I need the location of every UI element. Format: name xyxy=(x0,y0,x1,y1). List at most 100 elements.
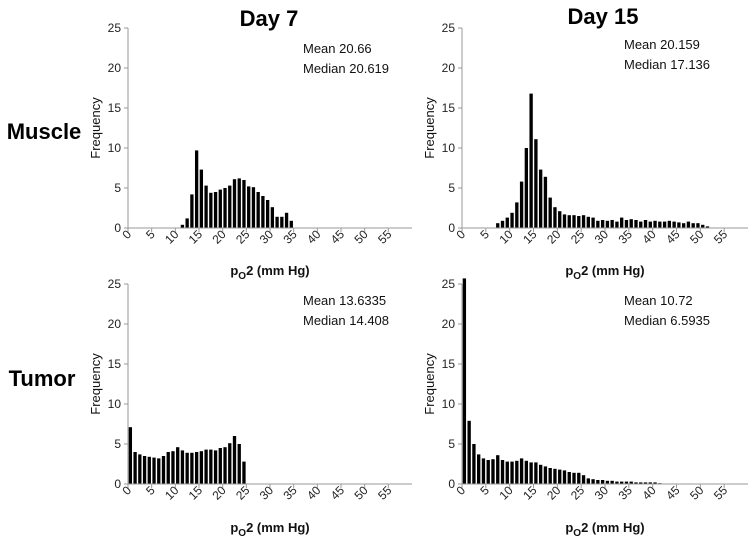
bar xyxy=(251,187,256,228)
y-tick-label: 5 xyxy=(448,181,455,195)
x-tick-label: 30 xyxy=(257,483,277,503)
mean-annotation: Mean 10.72 xyxy=(624,293,693,308)
y-tick-label: 15 xyxy=(442,101,456,115)
bar xyxy=(586,478,590,484)
x-axis-label: pO2 (mm Hg) xyxy=(565,520,644,539)
bar xyxy=(519,181,524,228)
bar xyxy=(510,461,514,484)
bar xyxy=(581,215,586,228)
bar xyxy=(256,192,260,228)
bar xyxy=(242,461,246,484)
bar xyxy=(534,139,538,228)
x-tick-label: 10 xyxy=(162,483,182,503)
bar xyxy=(194,150,199,228)
x-tick-label: 55 xyxy=(375,483,395,503)
bar xyxy=(228,185,232,228)
bar xyxy=(624,481,629,484)
y-axis-label: Frequency xyxy=(88,353,103,415)
column-title-day7: Day 7 xyxy=(240,6,299,31)
y-tick-label: 15 xyxy=(108,101,122,115)
bar xyxy=(491,459,495,484)
median-annotation: Median 17.136 xyxy=(624,57,710,72)
bar xyxy=(161,456,166,484)
x-tick-label: 5 xyxy=(143,227,158,242)
bar xyxy=(213,192,218,228)
bar xyxy=(591,479,595,484)
bar xyxy=(672,221,676,228)
y-tick-label: 20 xyxy=(108,61,122,75)
bar xyxy=(176,447,180,484)
x-tick-label: 20 xyxy=(209,227,229,247)
bar xyxy=(538,464,543,484)
y-tick-label: 15 xyxy=(442,357,456,371)
x-tick-label: 15 xyxy=(520,227,540,247)
bar xyxy=(691,223,695,228)
bar xyxy=(265,200,270,228)
bar xyxy=(190,452,194,484)
bar xyxy=(624,220,629,228)
bar xyxy=(462,278,467,484)
bar xyxy=(289,220,293,228)
x-tick-label: 25 xyxy=(233,483,253,503)
bar xyxy=(467,420,471,484)
bar xyxy=(577,472,581,484)
bar xyxy=(639,482,643,484)
bar xyxy=(237,178,241,228)
bar xyxy=(213,450,218,484)
bar xyxy=(280,216,284,228)
bar xyxy=(553,468,557,484)
bar xyxy=(696,223,700,228)
y-tick-label: 5 xyxy=(448,437,455,451)
bar xyxy=(558,211,562,228)
y-tick-label: 20 xyxy=(442,317,456,331)
bar xyxy=(500,220,505,228)
y-axis-label: Frequency xyxy=(422,97,437,159)
bar xyxy=(142,456,147,484)
x-tick-label: 5 xyxy=(477,227,492,242)
bar xyxy=(180,224,185,228)
x-tick-label: 40 xyxy=(639,227,659,247)
y-tick-label: 10 xyxy=(442,397,456,411)
bar xyxy=(194,452,199,484)
bar xyxy=(610,220,614,228)
x-tick-label: 40 xyxy=(304,483,324,503)
y-tick-label: 5 xyxy=(114,181,121,195)
bar xyxy=(204,449,208,484)
bar xyxy=(171,451,175,484)
x-tick-label: 20 xyxy=(544,227,564,247)
median-annotation: Median 14.408 xyxy=(303,313,389,328)
bar xyxy=(677,222,681,228)
bar xyxy=(558,469,562,484)
bar xyxy=(577,216,581,228)
bar xyxy=(643,220,648,228)
y-tick-label: 0 xyxy=(448,221,455,235)
x-tick-label: 30 xyxy=(592,227,612,247)
bar xyxy=(567,215,571,228)
bar xyxy=(548,197,552,228)
x-tick-label: 45 xyxy=(663,227,683,247)
bar xyxy=(620,481,624,484)
bar xyxy=(128,427,133,484)
bar xyxy=(138,454,142,484)
bar xyxy=(653,482,657,484)
bar xyxy=(247,186,251,228)
bar xyxy=(662,221,667,228)
bar xyxy=(261,196,265,228)
y-tick-label: 25 xyxy=(442,21,456,35)
y-tick-label: 20 xyxy=(442,61,456,75)
bar xyxy=(472,444,476,484)
bar xyxy=(610,480,614,484)
y-tick-label: 10 xyxy=(442,141,456,155)
bar xyxy=(515,202,519,228)
y-tick-label: 25 xyxy=(108,21,122,35)
bar xyxy=(209,449,213,484)
y-tick-label: 0 xyxy=(114,477,121,491)
bar xyxy=(543,176,548,228)
row-title-tumor: Tumor xyxy=(9,366,76,391)
bar xyxy=(242,180,246,228)
bar xyxy=(667,220,672,228)
bar xyxy=(572,472,576,484)
bar xyxy=(643,482,648,484)
